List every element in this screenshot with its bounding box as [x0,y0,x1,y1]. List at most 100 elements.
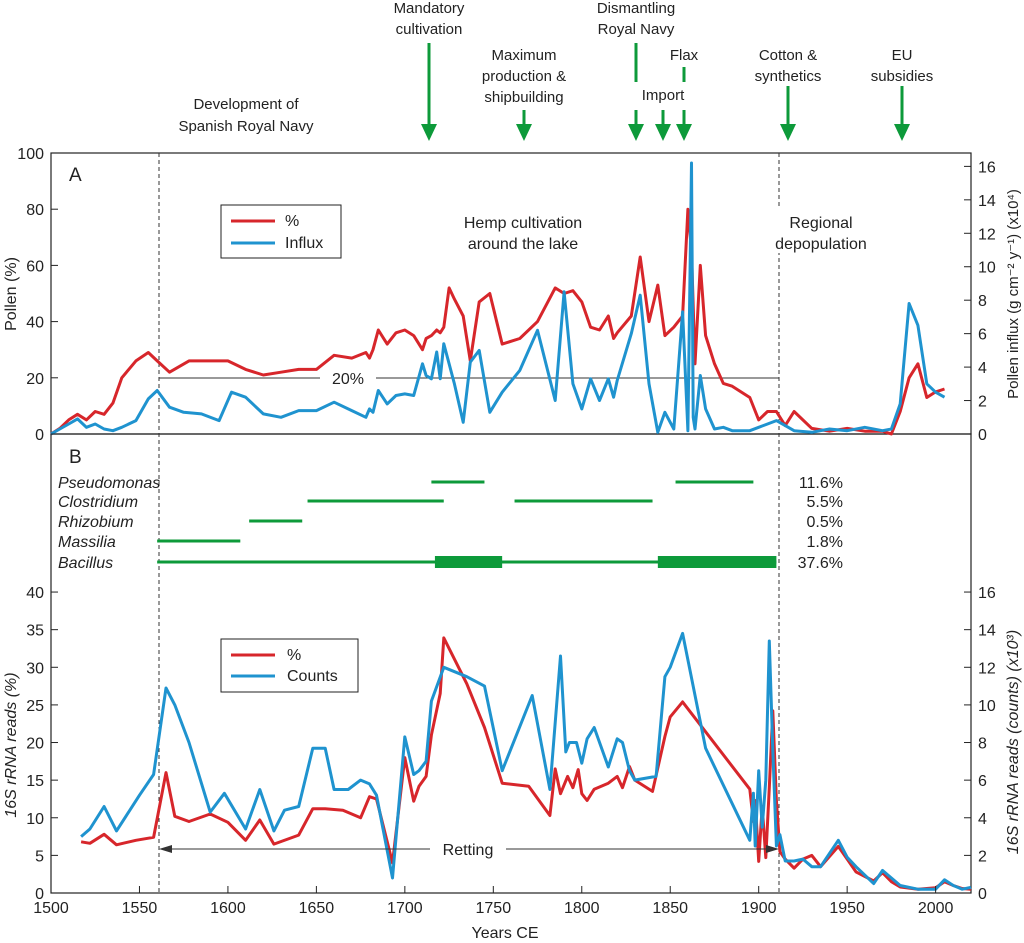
taxon-name-4: Bacillus [58,555,113,572]
arrowhead-cotton [780,124,796,141]
taxon-value-4: 37.6% [798,555,843,572]
xtick-label-1650: 1650 [299,900,335,917]
arrowhead-dismantling [628,124,644,141]
pollen-influx-line [50,161,946,436]
panel-b-letter: B [69,447,82,468]
bacillus-thick-range-1 [657,556,777,568]
panel-a-right-axis: 0 2 4 6 8 10 12 14 16 [964,159,996,444]
panel-b-frame [50,433,972,894]
taxon-name-1: Clostridium [58,494,138,511]
a-y2tick-label-0: 0 [978,427,987,444]
xtick-label-1600: 1600 [210,900,246,917]
retting-arrowhead-right [766,845,779,853]
c-y2tick-label-12: 12 [978,660,996,677]
taxon-name-3: Massilia [58,534,116,551]
c-ytick-label-0: 0 [35,886,44,903]
a-y2tick-label-2: 2 [978,394,987,411]
a-ytick-label-60: 60 [26,258,44,275]
c-y2tick-label-16: 16 [978,585,996,602]
c-y2tick-label-6: 6 [978,773,987,790]
annotation-depopulation-bg [766,209,876,253]
taxon-value-1: 5.5% [807,494,843,511]
a-y2tick-label-16: 16 [978,159,996,176]
panel-a-ylabel: Pollen (%) [3,257,20,331]
a-ytick-label-40: 40 [26,315,44,332]
a-y2tick-label-6: 6 [978,327,987,344]
event-label-import: Import [642,87,685,104]
xtick-label-1850: 1850 [652,900,688,917]
a-y2tick-label-14: 14 [978,193,996,210]
panel-c-ylabel: 16S rRNA reads (%) [3,672,20,817]
xtick-label-1700: 1700 [387,900,423,917]
bacillus-thick-range-0 [434,556,503,568]
event-label-eu: EU subsidies [871,47,934,85]
event-label-cotton: Cotton & synthetics [755,47,822,85]
annotation-hemp-1: Hemp cultivation [464,215,582,232]
xtick-label-1900: 1900 [741,900,777,917]
legend-a-blue-label: Influx [285,235,323,252]
c-ytick-label-15: 15 [26,773,44,790]
event-label-mandatory: Mandatory cultivation [394,0,465,38]
x-axis-label: Years CE [472,925,539,942]
annotation-hemp-2: around the lake [468,236,578,253]
panel-a-legend: % Influx [220,204,342,259]
panel-c-y2label: 16S rRNA reads (counts) (x10³) [1005,630,1022,854]
taxon-value-2: 0.5% [807,514,843,531]
a-ytick-label-80: 80 [26,202,44,219]
xtick-label-1800: 1800 [564,900,600,917]
c-ytick-label-40: 40 [26,585,44,602]
annotation-depopulation-1: Regional [789,215,852,232]
c-y2tick-label-4: 4 [978,811,987,828]
c-ytick-label-25: 25 [26,698,44,715]
panel-c-legend: % Counts [220,638,359,693]
c-ytick-label-10: 10 [26,811,44,828]
a-y2tick-label-10: 10 [978,260,996,277]
a-ytick-label-20: 20 [26,371,44,388]
retting-label: Retting [443,842,494,859]
a-ytick-label-100: 100 [17,146,44,163]
taxa-ranges: Pseudomonas 11.6% Clostridium 5.5% Rhizobium… [58,475,843,572]
a-y2tick-label-12: 12 [978,226,996,243]
rrna-percent-line [80,636,972,891]
c-y2tick-label-8: 8 [978,736,987,753]
c-ytick-label-35: 35 [26,623,44,640]
xtick-label-1950: 1950 [829,900,865,917]
c-ytick-label-20: 20 [26,736,44,753]
taxon-value-0: 11.6% [799,475,843,492]
a-ytick-label-0: 0 [35,427,44,444]
legend-c-box [220,638,359,693]
xtick-label-1550: 1550 [122,900,158,917]
event-label-dismantling: Dismantling Royal Navy [597,0,675,38]
xtick-label-2000: 2000 [918,900,954,917]
arrowhead-mandatory [421,124,437,141]
event-label-flax: Flax [670,47,699,64]
c-y2tick-label-2: 2 [978,848,987,865]
c-y2tick-label-10: 10 [978,698,996,715]
panel-c-series [80,631,972,891]
a-y2tick-label-4: 4 [978,360,987,377]
legend-a-red-label: % [285,213,299,230]
taxon-name-2: Rhizobium [58,514,134,531]
annotation-depopulation-2: depopulation [775,236,867,253]
taxon-name-0: Pseudomonas [58,475,160,492]
xtick-label-1500: 1500 [33,900,69,917]
arrowhead-import [655,124,671,141]
a-y2tick-label-8: 8 [978,293,987,310]
pollen-percent-line [50,207,945,436]
panel-a-letter: A [69,165,82,186]
legend-a-box [220,204,342,259]
panel-a-series [50,161,946,436]
c-ytick-label-30: 30 [26,660,44,677]
rrna-counts-line [80,631,972,891]
event-label-maximum: Maximum production & shipbuilding [482,47,566,106]
event-label-spanish-navy: Development of Spanish Royal Navy [178,96,314,135]
c-ytick-label-5: 5 [35,848,44,865]
event-arrows [421,43,910,141]
panel-a-y2label: Pollen influx (g cm⁻² y⁻¹) (x10⁴) [1005,189,1022,399]
legend-c-blue-label: Counts [287,668,338,685]
c-y2tick-label-14: 14 [978,623,996,640]
taxon-value-3: 1.8% [807,534,843,551]
arrowhead-eu [894,124,910,141]
legend-c-red-label: % [287,647,301,664]
